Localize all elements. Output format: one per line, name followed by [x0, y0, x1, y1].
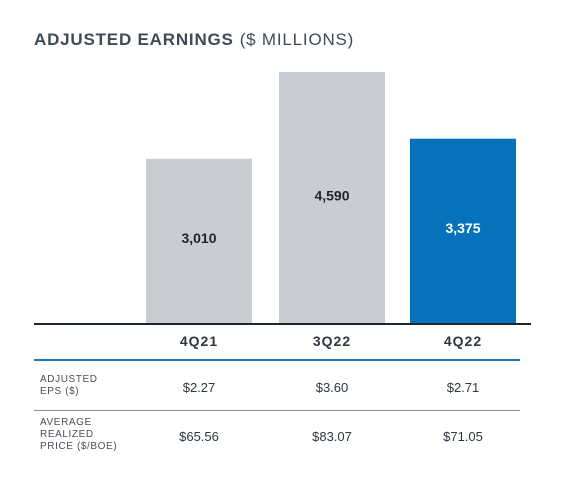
data-label: 3,375 — [445, 220, 480, 236]
table-cell: $65.56 — [179, 429, 219, 444]
table-cell: $3.60 — [315, 380, 349, 395]
table-cell: $2.71 — [446, 380, 480, 395]
bar-3q22 — [279, 72, 385, 324]
chart-subtitle: ($ MILLIONS) — [239, 30, 355, 49]
data-label: 3,010 — [181, 230, 216, 246]
header-divider — [34, 359, 520, 361]
table-cell: $71.05 — [443, 429, 483, 444]
chart-title: ADJUSTED EARNINGS ($ MILLIONS) — [34, 30, 354, 50]
row-divider — [34, 410, 520, 411]
category-label: 4Q22 — [443, 333, 483, 349]
category-label: 4Q21 — [179, 333, 219, 349]
data-label: 4,590 — [314, 188, 349, 204]
category-label: 3Q22 — [312, 333, 352, 349]
bar-chart: 3,010 4,590 3,375 — [34, 72, 531, 325]
bar-4q21 — [146, 158, 252, 324]
table-cell: $2.27 — [182, 380, 216, 395]
row-label-price: AVERAGE REALIZED PRICE ($/BOE) — [40, 417, 118, 452]
row-label-eps: ADJUSTED EPS ($) — [40, 374, 98, 397]
bar-4q22 — [410, 138, 516, 324]
chart-title-text: ADJUSTED EARNINGS — [34, 30, 234, 49]
table-cell: $83.07 — [312, 429, 352, 444]
